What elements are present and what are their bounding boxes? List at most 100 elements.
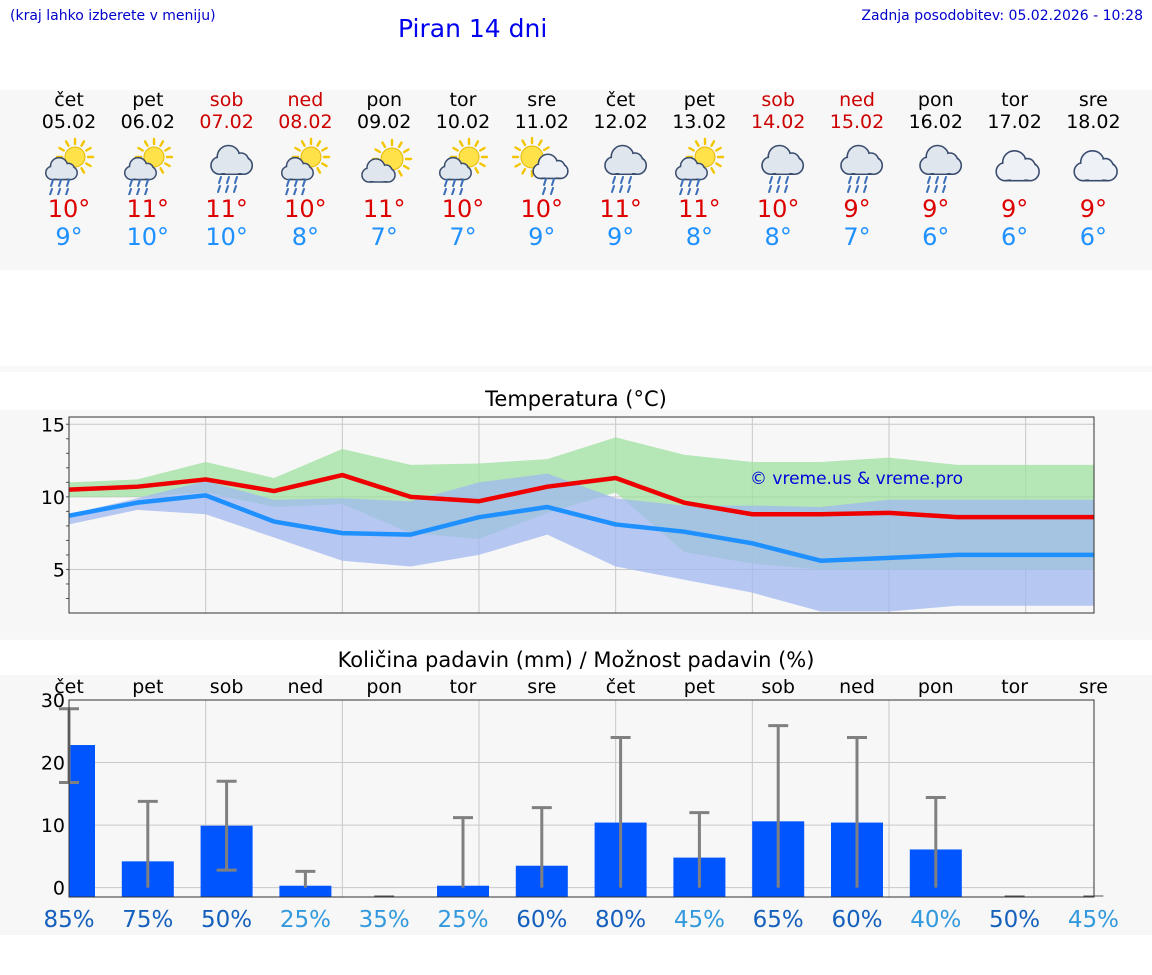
precip-day-label: tor (450, 676, 477, 698)
separator (0, 366, 1152, 372)
max-temp-line (68, 472, 1094, 520)
y-tick-label: 5 (53, 559, 65, 581)
precip-bar (437, 885, 489, 897)
y-tick-label: 30 (41, 690, 65, 712)
day-of-week: ned (839, 89, 875, 111)
day-column: sob 07.02 11° 10° (187, 89, 267, 252)
day-column: sre 11.02 10° 9° (502, 90, 582, 251)
cloud-rain-icon (209, 144, 253, 193)
cloud-rain-icon (840, 144, 884, 193)
day-column: pet 13.02 11° 8° (659, 89, 739, 252)
y-tick-label: 10 (41, 815, 65, 837)
precip-day-label: tor (1001, 676, 1028, 698)
precip-day-label: sre (1079, 676, 1108, 698)
precip-probability: 25% (280, 907, 331, 933)
last-update: Zadnja posodobitev: 05.02.2026 - 10:28 (861, 8, 1143, 24)
sun-cloud-rain-icon (44, 137, 95, 195)
precip-probability: 60% (516, 907, 567, 933)
precip-probability: 40% (910, 907, 961, 933)
precip-day-label: čet (606, 676, 636, 698)
temp-min: 10° (205, 223, 248, 251)
day-column: ned 15.02 9° 7° (817, 89, 897, 252)
cloud-icon (1073, 150, 1119, 182)
temp-min: 7° (449, 223, 477, 251)
day-of-week: pet (683, 89, 715, 111)
day-date: 09.02 (356, 111, 412, 133)
precip-probability: 65% (753, 907, 804, 933)
sun-cloud-rain-icon (438, 137, 489, 195)
cloud-rain-icon (918, 144, 962, 193)
y-tick-label: 0 (53, 878, 65, 900)
day-date: 10.02 (435, 111, 491, 133)
temp-min: 9° (528, 223, 556, 251)
temp-max: 11° (205, 195, 248, 223)
temperature-plot-frame (68, 416, 1095, 614)
precip-probability: 85% (43, 907, 94, 933)
temp-min: 8° (685, 223, 714, 251)
day-column: pet 06.02 11° 10° (108, 89, 188, 252)
temp-max: 10° (756, 195, 800, 223)
precip-day-label: pet (132, 676, 163, 698)
precip-day-label: sob (210, 676, 244, 698)
y-tick-label: 10 (41, 487, 65, 509)
day-of-week: sre (1078, 89, 1108, 111)
day-date: 07.02 (199, 111, 254, 133)
temp-max: 10° (441, 195, 485, 223)
precipitation-chart-title: Količina padavin (mm) / Možnost padavin … (337, 648, 815, 672)
day-column: sob 14.02 10° 8° (738, 89, 818, 252)
temp-max: 11° (599, 195, 642, 223)
precip-plot-frame (68, 699, 1095, 898)
precip-day-label: sob (761, 676, 795, 698)
temp-min: 6° (1079, 223, 1108, 251)
precip-day-label: pet (684, 676, 715, 698)
temp-max: 11° (678, 195, 721, 223)
day-of-week: sob (761, 89, 795, 111)
cloud-rain-icon (761, 144, 805, 193)
day-date: 08.02 (278, 111, 333, 133)
precip-probability: 60% (831, 907, 882, 933)
min-temp-range (69, 473, 1094, 612)
precip-probability: 50% (201, 907, 252, 933)
y-tick-label: 15 (41, 414, 65, 436)
day-of-week: tor (1001, 89, 1029, 111)
day-of-week: sre (527, 89, 557, 111)
cloud-rain-icon (603, 144, 647, 193)
precip-bar (69, 745, 95, 897)
day-of-week: sob (209, 89, 244, 111)
day-date: 16.02 (908, 111, 963, 133)
sun-cloud-light-rain-icon (511, 136, 569, 195)
day-date: 15.02 (829, 111, 885, 133)
precip-probability: 50% (989, 907, 1040, 933)
precip-probability: 80% (595, 907, 646, 933)
temp-max: 11° (126, 195, 170, 223)
day-date: 14.02 (750, 111, 806, 133)
temp-max: 9° (922, 195, 950, 223)
day-date: 06.02 (120, 111, 175, 133)
day-of-week: ned (287, 89, 324, 111)
day-date: 17.02 (987, 111, 1042, 133)
day-column: čet 05.02 10° 9° (29, 89, 109, 252)
sun-cloud-icon (361, 138, 413, 183)
day-date: 13.02 (672, 111, 727, 133)
temp-min: 7° (843, 223, 871, 251)
day-of-week: čet (54, 89, 84, 111)
day-column: čet 12.02 11° 9° (581, 90, 661, 252)
day-date: 18.02 (1066, 111, 1121, 133)
temp-max: 9° (1079, 195, 1108, 223)
day-column: tor 17.02 9° 6° (975, 89, 1055, 252)
precip-day-label: sre (527, 676, 556, 698)
temperature-chart-title: Temperatura (°C) (485, 387, 667, 411)
temp-min: 8° (764, 223, 792, 251)
precip-day-label: pon (366, 676, 402, 698)
min-temp-line (68, 493, 1094, 563)
precip-day-label: čet (54, 676, 84, 698)
temp-min: 9° (55, 223, 83, 251)
temp-max: 9° (1000, 195, 1029, 223)
temp-min: 6° (1000, 223, 1029, 251)
temp-max: 9° (843, 195, 871, 223)
day-of-week: pet (132, 89, 164, 111)
temp-max: 10° (520, 195, 564, 223)
temp-max: 11° (362, 195, 406, 223)
temp-min: 8° (291, 223, 320, 251)
